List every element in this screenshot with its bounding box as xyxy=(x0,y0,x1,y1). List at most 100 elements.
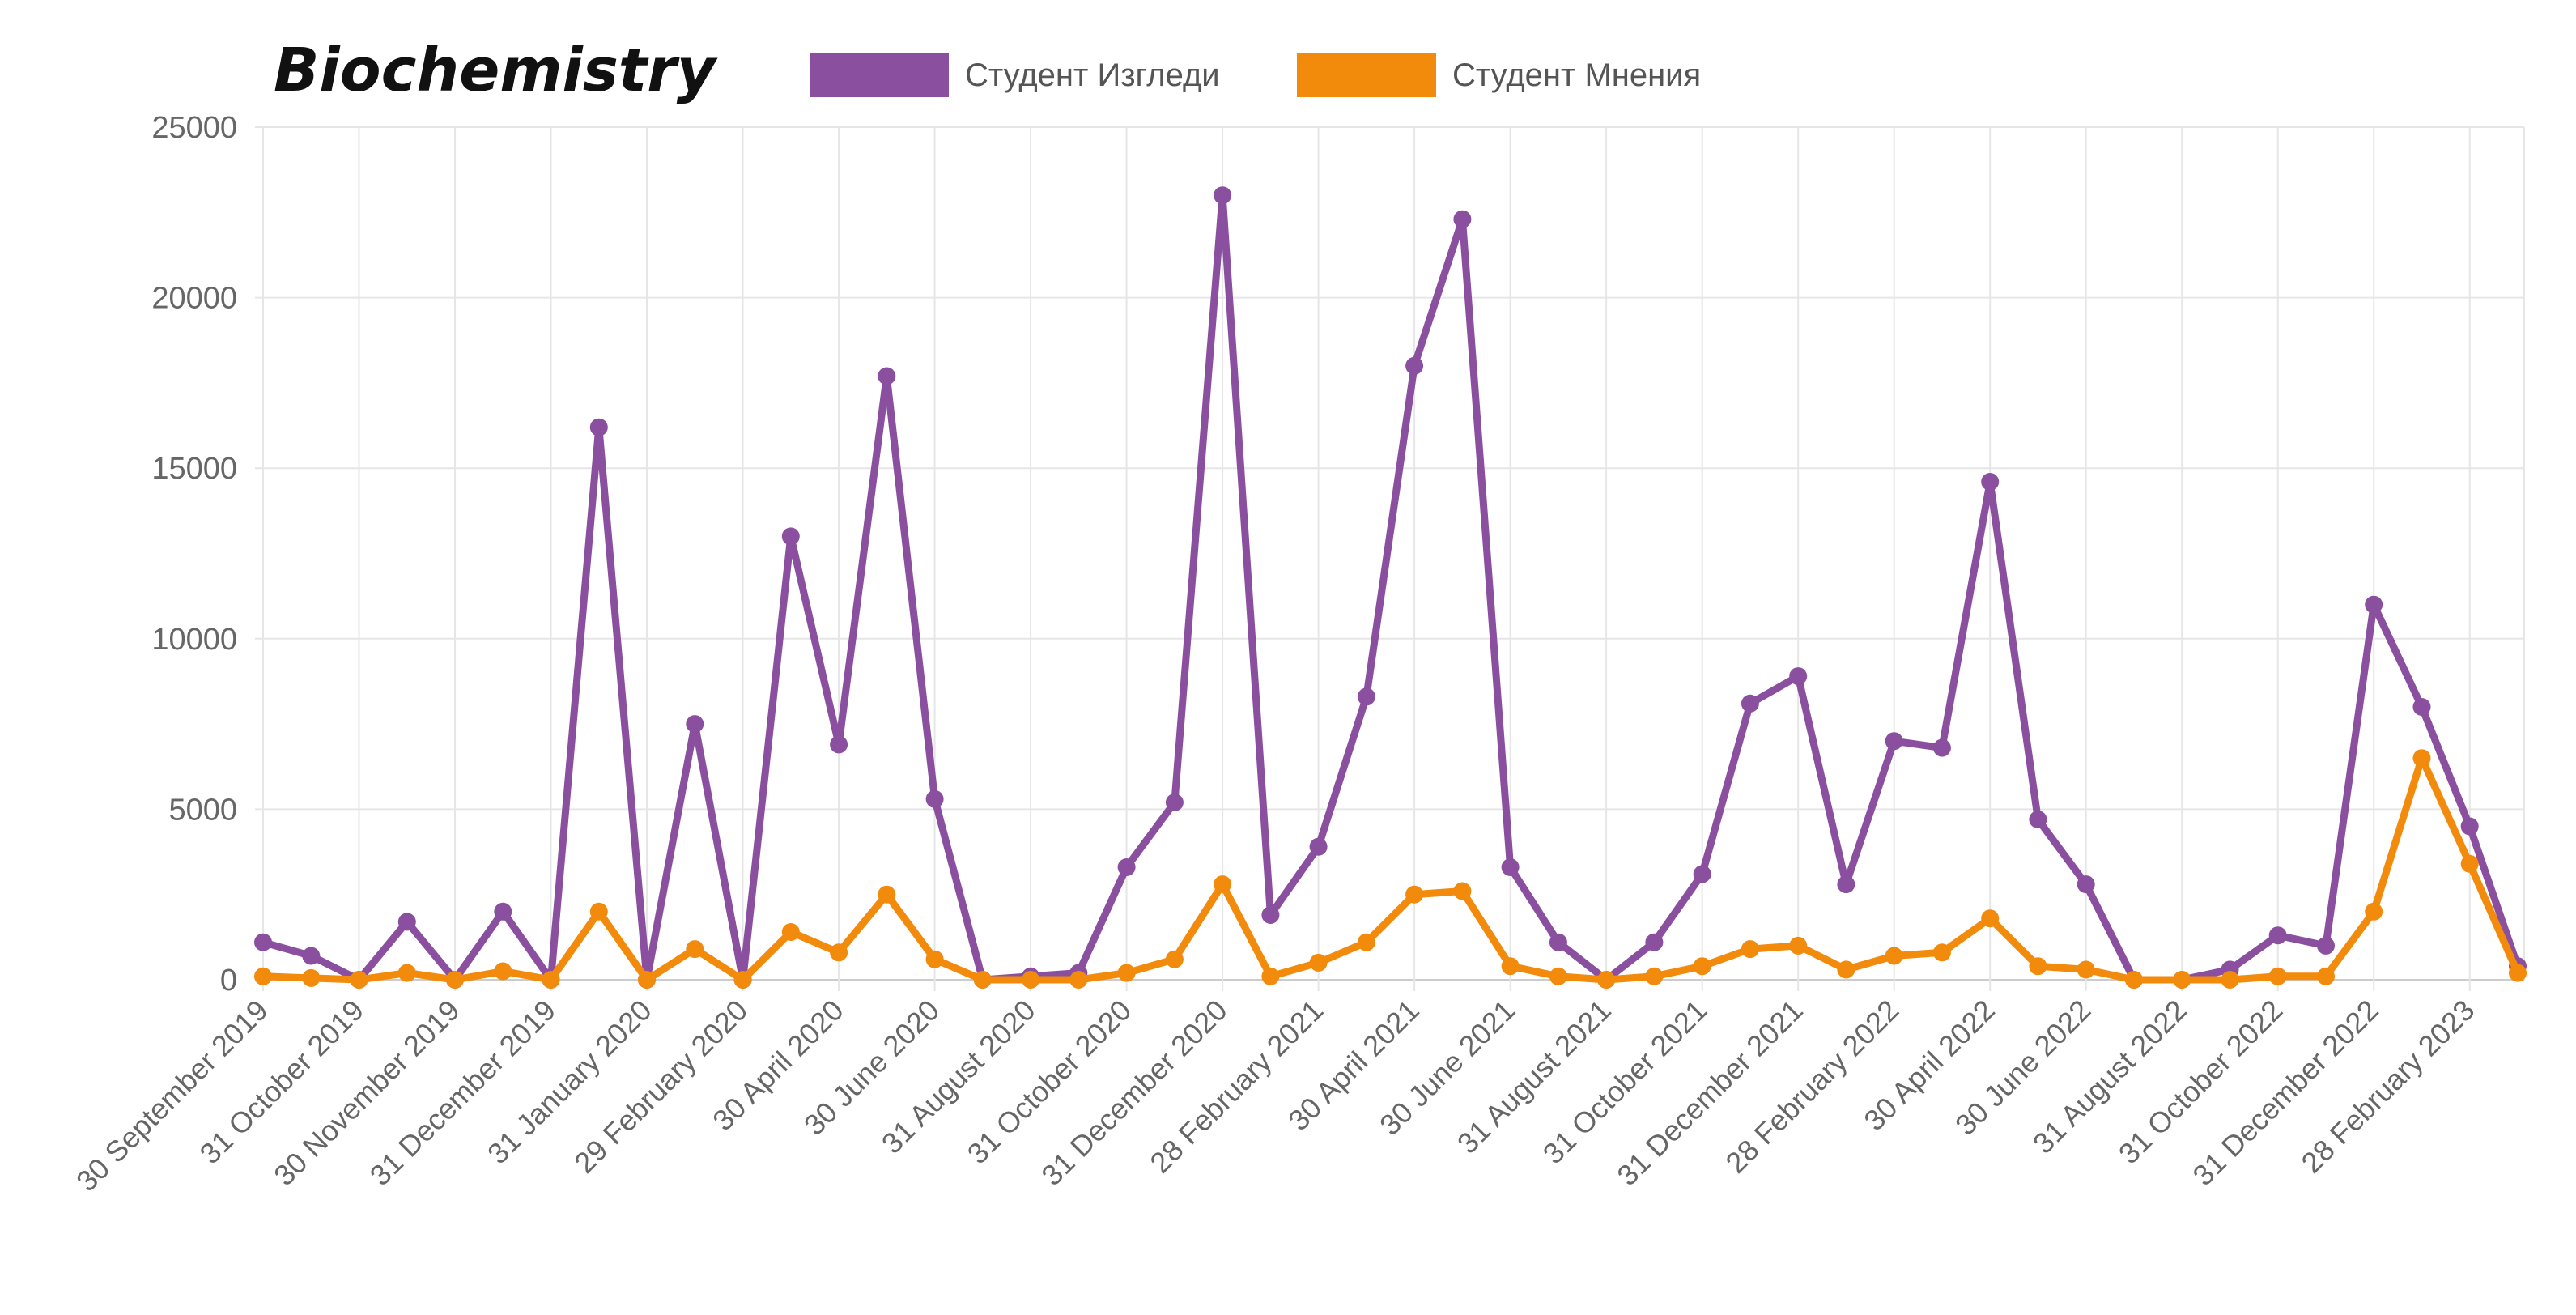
series-1-point-36[interactable] xyxy=(1981,909,2000,928)
series-0-point-1[interactable] xyxy=(302,947,321,965)
vertical-gridlines xyxy=(262,127,2525,991)
series-0-point-7[interactable] xyxy=(589,418,608,436)
series-0-point-20[interactable] xyxy=(1214,186,1232,205)
series-1-point-42[interactable] xyxy=(2268,967,2287,985)
series-1-point-7[interactable] xyxy=(589,902,608,921)
y-tick-label-0: 0 xyxy=(220,964,237,998)
y-tick-label-5: 25000 xyxy=(151,111,237,145)
series-1-point-32[interactable] xyxy=(1789,936,1808,955)
legend-label-student-opinions[interactable]: Студент Мнения xyxy=(1452,57,1701,93)
series-1-point-35[interactable] xyxy=(1932,943,1951,962)
series-1-point-2[interactable] xyxy=(350,971,368,989)
series-1-point-47[interactable] xyxy=(2509,964,2527,982)
series-0-point-45[interactable] xyxy=(2412,698,2431,716)
series-1-point-20[interactable] xyxy=(1214,875,1232,894)
series-0-point-11[interactable] xyxy=(781,527,800,546)
series-1-point-17[interactable] xyxy=(1069,971,1088,989)
y-axis-tick-labels: 0 5000 10000 15000 20000 25000 xyxy=(151,111,237,998)
series-1-point-27[interactable] xyxy=(1549,967,1567,985)
series-0-point-31[interactable] xyxy=(1741,694,1759,713)
legend-swatch-student-opinions[interactable] xyxy=(1297,53,1436,97)
series-0-point-19[interactable] xyxy=(1165,794,1184,811)
series-1-point-28[interactable] xyxy=(1597,971,1616,989)
series-1-point-0[interactable] xyxy=(254,967,272,985)
series-1-point-34[interactable] xyxy=(1885,947,1903,965)
series-1 xyxy=(254,749,2527,989)
series-0-point-27[interactable] xyxy=(1549,933,1567,951)
series-1-point-5[interactable] xyxy=(494,962,512,981)
series-1-point-40[interactable] xyxy=(2173,971,2191,989)
series-1-point-39[interactable] xyxy=(2125,971,2143,989)
series-1-point-11[interactable] xyxy=(781,923,800,941)
series-1-point-26[interactable] xyxy=(1501,957,1520,976)
series-1-point-46[interactable] xyxy=(2460,854,2479,873)
y-tick-label-3: 15000 xyxy=(151,452,237,486)
series-1-point-14[interactable] xyxy=(925,950,944,968)
series-1-point-9[interactable] xyxy=(686,940,704,959)
series-1-point-43[interactable] xyxy=(2317,967,2335,985)
series-1-point-23[interactable] xyxy=(1357,933,1375,951)
series-1-point-1[interactable] xyxy=(302,968,321,987)
series-0-point-5[interactable] xyxy=(494,902,512,921)
series-1-point-30[interactable] xyxy=(1693,957,1711,976)
series-0-point-29[interactable] xyxy=(1645,933,1664,951)
series-1-point-31[interactable] xyxy=(1741,940,1759,959)
series-0-point-21[interactable] xyxy=(1261,906,1280,924)
series-0-point-9[interactable] xyxy=(686,715,704,734)
series-0-point-30[interactable] xyxy=(1693,865,1711,883)
series-1-point-44[interactable] xyxy=(2365,902,2383,921)
series-1-point-29[interactable] xyxy=(1645,967,1664,985)
series-0-point-24[interactable] xyxy=(1405,356,1424,375)
series-0-point-38[interactable] xyxy=(2077,875,2095,894)
series-0-point-42[interactable] xyxy=(2268,926,2287,945)
chart-title: Biochemistry xyxy=(274,36,718,105)
series-1-point-38[interactable] xyxy=(2077,960,2095,979)
series-0-point-46[interactable] xyxy=(2460,817,2479,836)
series-0-point-3[interactable] xyxy=(397,913,416,931)
series-0-point-23[interactable] xyxy=(1357,687,1375,706)
series-1-point-41[interactable] xyxy=(2221,971,2239,989)
series-0-point-34[interactable] xyxy=(1885,732,1903,751)
series-1-point-37[interactable] xyxy=(2029,957,2047,976)
series-1-point-13[interactable] xyxy=(878,885,896,904)
series-1-point-8[interactable] xyxy=(638,971,656,989)
series-1-point-3[interactable] xyxy=(397,964,416,982)
series-1-point-21[interactable] xyxy=(1261,967,1280,985)
series-0-point-35[interactable] xyxy=(1932,738,1951,757)
series-0-point-36[interactable] xyxy=(1981,473,2000,491)
series-1-point-12[interactable] xyxy=(830,943,848,962)
series-1-point-24[interactable] xyxy=(1405,885,1424,904)
series-0-point-14[interactable] xyxy=(925,789,944,808)
legend-label-student-views[interactable]: Студент Изгледи xyxy=(965,57,1220,93)
series-0-point-37[interactable] xyxy=(2029,811,2047,828)
y-tick-label-4: 20000 xyxy=(151,282,237,316)
y-tick-label-2: 10000 xyxy=(151,623,237,657)
series-0-point-32[interactable] xyxy=(1789,667,1808,686)
series-1-point-18[interactable] xyxy=(1117,964,1136,982)
series-1-point-25[interactable] xyxy=(1453,882,1472,900)
legend-swatch-student-views[interactable] xyxy=(810,53,949,97)
series-1-point-45[interactable] xyxy=(2412,749,2431,768)
series-0-point-13[interactable] xyxy=(878,367,896,385)
series-0-point-12[interactable] xyxy=(830,735,848,754)
series-1-point-15[interactable] xyxy=(973,971,992,989)
series-0-point-26[interactable] xyxy=(1501,858,1520,876)
series-1-point-22[interactable] xyxy=(1309,953,1328,972)
series-0-point-22[interactable] xyxy=(1309,837,1328,856)
series-0-point-18[interactable] xyxy=(1117,858,1136,876)
series-1-point-16[interactable] xyxy=(1022,971,1040,989)
series-0-point-43[interactable] xyxy=(2317,936,2335,955)
series-1-point-6[interactable] xyxy=(542,971,560,989)
series-1-point-10[interactable] xyxy=(733,971,752,989)
series-0-point-25[interactable] xyxy=(1453,210,1472,228)
series-0-point-44[interactable] xyxy=(2365,595,2383,614)
y-tick-label-1: 5000 xyxy=(168,793,237,827)
series-1-point-4[interactable] xyxy=(446,971,464,989)
series-1-point-33[interactable] xyxy=(1837,960,1855,979)
legend: Студент Изгледи Студент Мнения xyxy=(810,53,1701,97)
series-1-point-19[interactable] xyxy=(1165,950,1184,968)
series-0-point-0[interactable] xyxy=(254,933,272,951)
series-0-point-33[interactable] xyxy=(1837,875,1855,894)
